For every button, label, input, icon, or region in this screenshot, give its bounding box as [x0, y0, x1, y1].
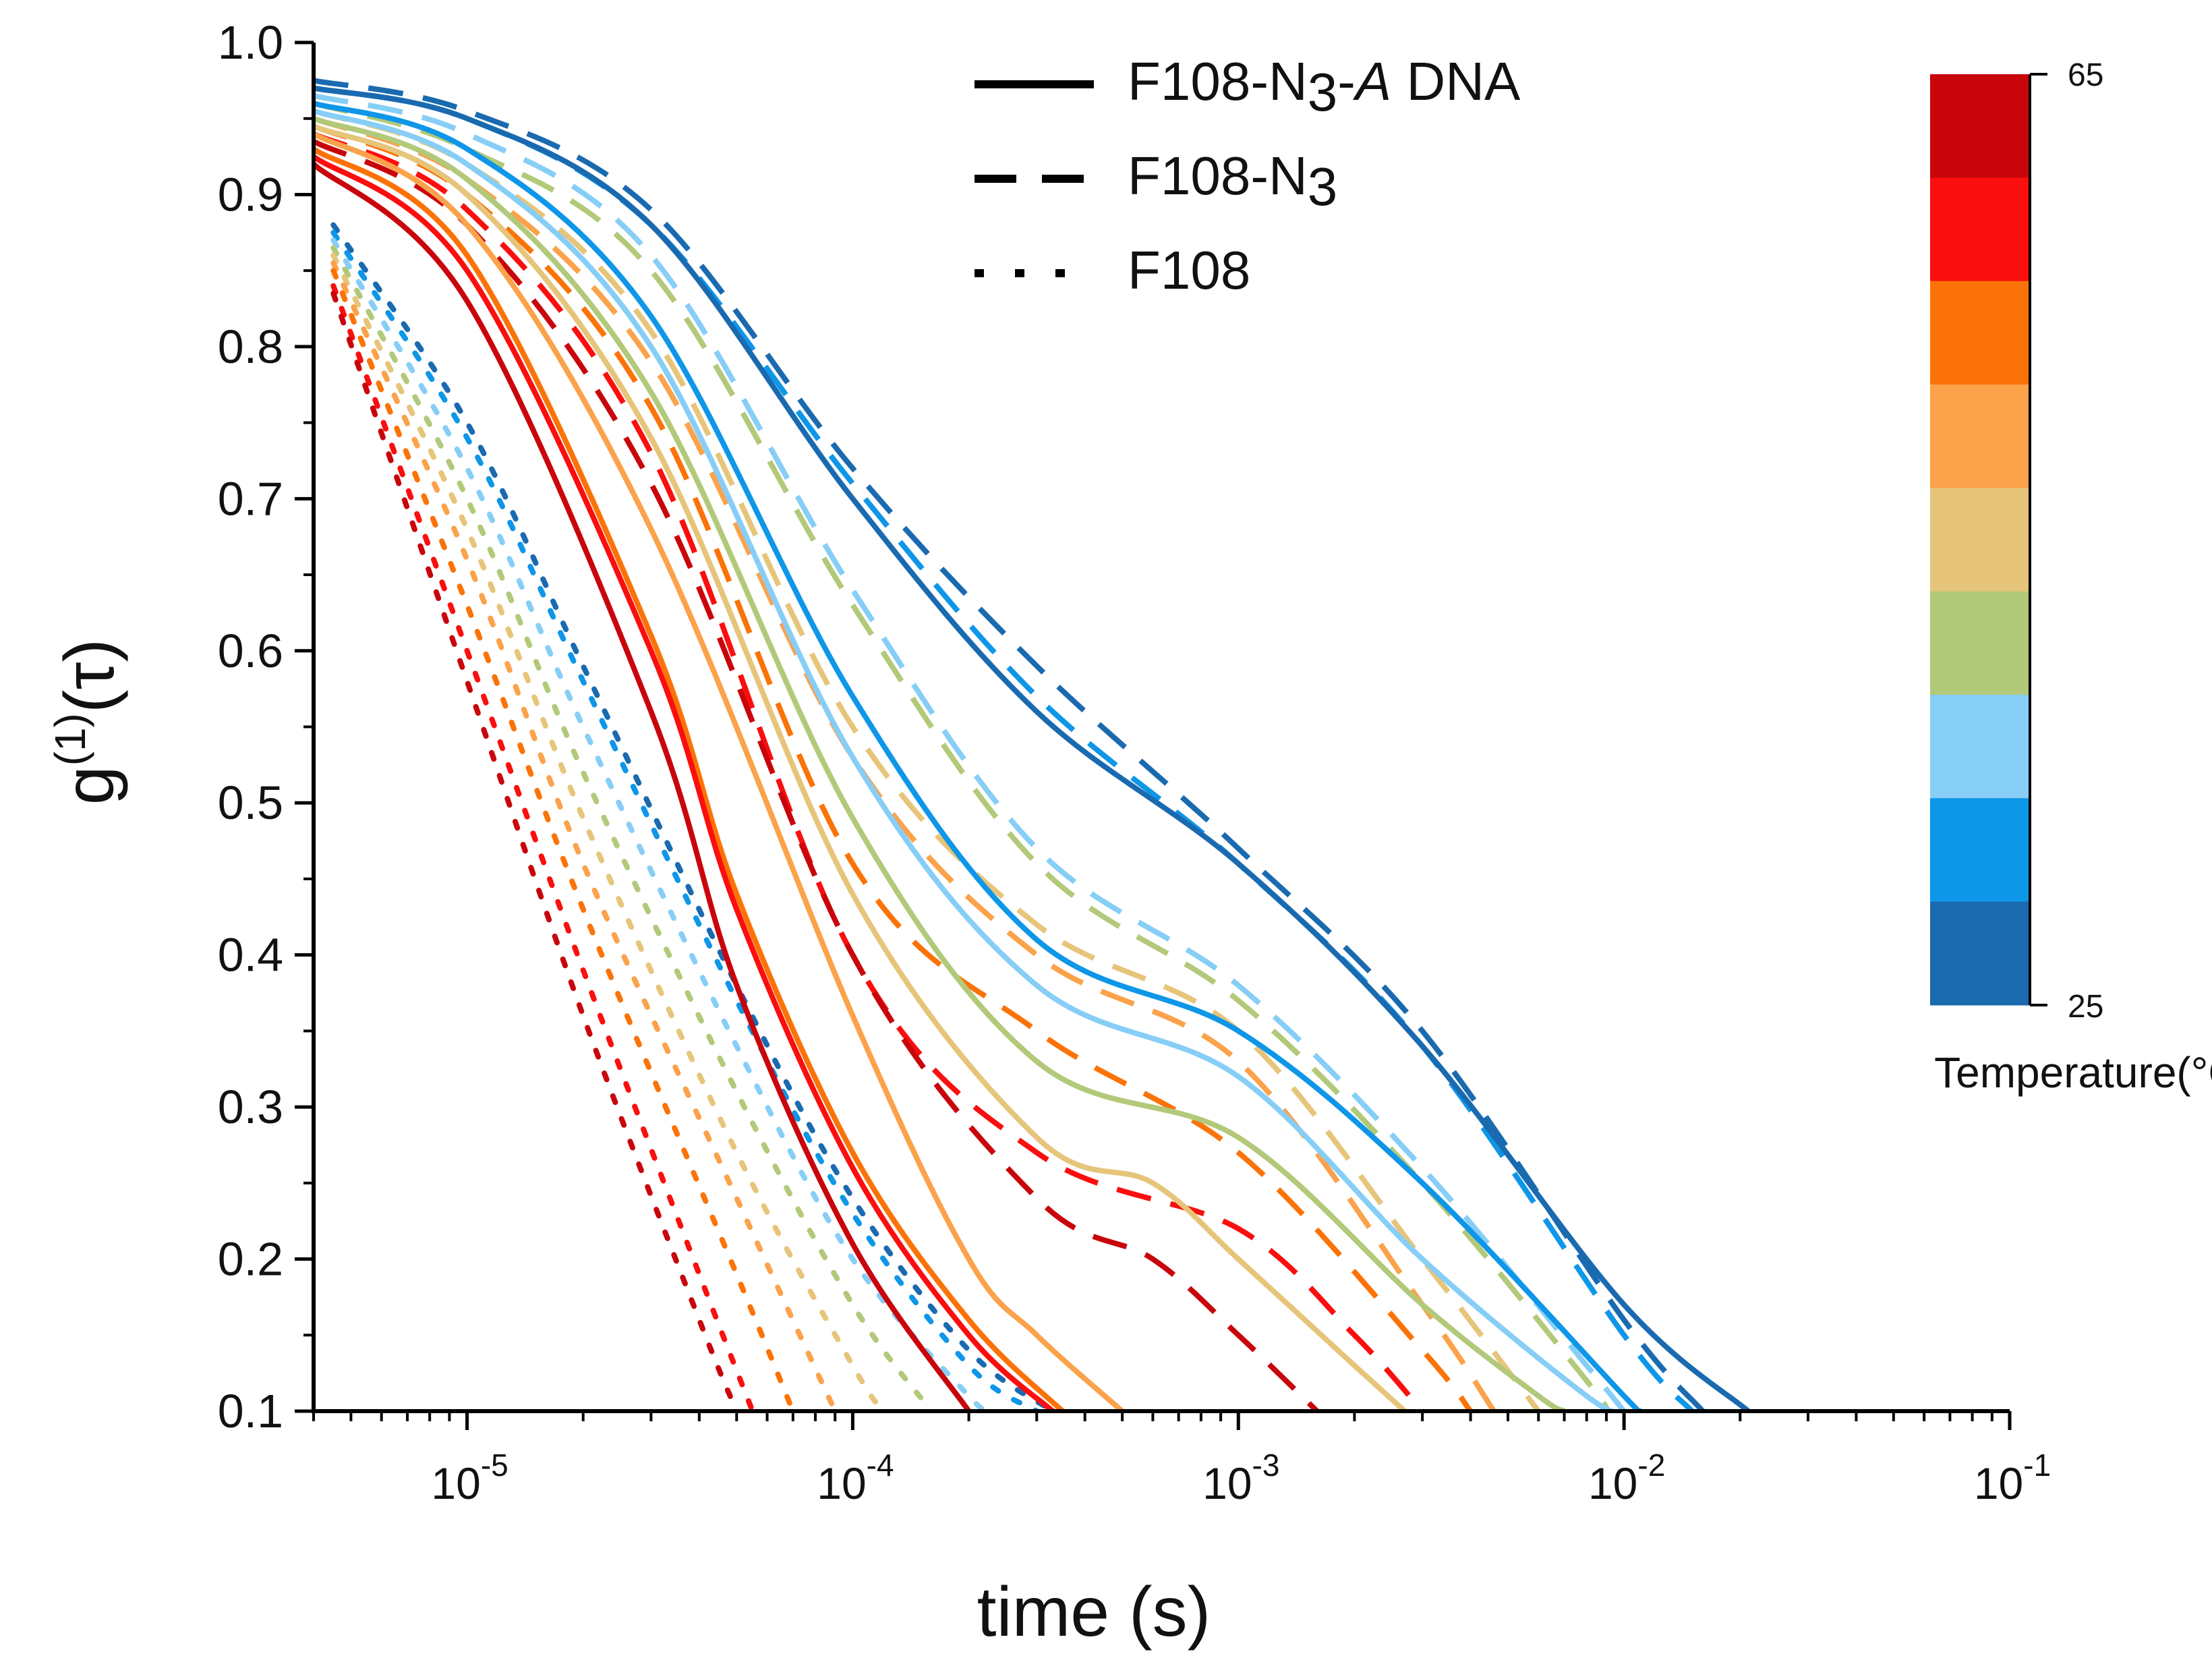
- y-ticks: 0.1 0.2 0.3 0.4 0.5 0.6 0.7 0.8 0.9 1.0: [218, 16, 314, 1437]
- series-dotted-50c: [330, 260, 838, 1412]
- y-tick-label: 0.7: [218, 472, 283, 525]
- series-dashed-35c: [313, 93, 1627, 1412]
- series-dotted-35c: [330, 237, 995, 1412]
- series-solid-35c: [312, 108, 1625, 1412]
- legend: F108-N3-A DNA F108-N3 F108: [974, 51, 1521, 300]
- series-solid-30c: [312, 101, 1644, 1412]
- series-dotted-60c: [330, 283, 755, 1412]
- y-tick-label: 1.0: [218, 16, 283, 69]
- y-axis-label: g(1)(τ): [46, 639, 129, 805]
- series-dashed-50c: [312, 115, 1496, 1412]
- legend-entry-dashed: F108-N3: [1128, 146, 1337, 217]
- y-tick-label: 0.2: [218, 1233, 283, 1286]
- colorbar-segment: [1930, 695, 2030, 799]
- y-label-suffix: (τ): [51, 639, 129, 713]
- series-solid-60c: [312, 154, 1055, 1412]
- series-solid-40c: [312, 115, 1566, 1412]
- series-solid-55c: [312, 146, 1065, 1412]
- series-solid-45c: [312, 123, 1407, 1412]
- y-label-superscript: (1): [46, 713, 94, 766]
- series-dotted-30c: [330, 229, 1040, 1412]
- series-dotted-65c: [330, 291, 740, 1412]
- series-dotted-55c: [330, 268, 796, 1412]
- series-dashed-30c: [313, 85, 1694, 1412]
- series-solid-50c: [312, 131, 1124, 1412]
- colorbar-segment: [1930, 798, 2030, 903]
- colorbar-segment: [1930, 901, 2030, 1006]
- colorbar-segment: [1930, 488, 2030, 592]
- x-tick-label: 10-4: [817, 1448, 894, 1508]
- y-tick-label: 0.6: [218, 625, 283, 677]
- x-tick-label: 10-5: [431, 1448, 508, 1508]
- y-tick-label: 0.9: [218, 168, 283, 221]
- x-axis-label: time (s): [977, 1573, 1211, 1651]
- colorbar-segment: [1930, 591, 2030, 695]
- series-solid-25c: [313, 85, 1751, 1412]
- x-tick-label: 10-1: [1974, 1448, 2051, 1508]
- x-tick-label: 10-2: [1588, 1448, 1665, 1508]
- y-tick-label: 0.5: [218, 776, 283, 829]
- colorbar-max-label: 65: [2068, 57, 2103, 93]
- series-dashed-65c: [312, 138, 1319, 1412]
- series-dashed-45c: [312, 108, 1541, 1412]
- y-tick-label: 0.8: [218, 320, 283, 373]
- colorbar-segment: [1930, 177, 2030, 282]
- series-dotted-45c: [330, 252, 886, 1412]
- temperature-colorbar: [1930, 74, 2031, 1006]
- y-tick-label: 0.3: [218, 1081, 283, 1133]
- series-dotted-25c: [330, 222, 1055, 1412]
- y-tick-label: 0.4: [218, 929, 283, 981]
- x-ticks: 10-5 10-4 10-3 10-2 10-1: [312, 1411, 2051, 1508]
- colorbar-segment: [1930, 281, 2030, 385]
- y-tick-label: 0.1: [218, 1385, 283, 1437]
- y-label-base: g: [51, 766, 129, 805]
- series-dotted-40c: [330, 245, 935, 1412]
- series-layer: [312, 78, 1751, 1412]
- colorbar-segment: [1930, 74, 2030, 178]
- colorbar-title: Temperature(°C): [1934, 1048, 2212, 1097]
- series-dashed-40c: [312, 101, 1610, 1412]
- legend-entry-dotted: F108: [1128, 240, 1250, 300]
- series-solid-65c: [312, 162, 971, 1412]
- colorbar-min-label: 25: [2068, 989, 2103, 1025]
- series-dashed-55c: [312, 123, 1473, 1412]
- colorbar-segment: [1930, 384, 2030, 488]
- legend-entry-solid: F108-N3-A DNA: [1128, 51, 1521, 122]
- x-tick-label: 10-3: [1202, 1448, 1279, 1508]
